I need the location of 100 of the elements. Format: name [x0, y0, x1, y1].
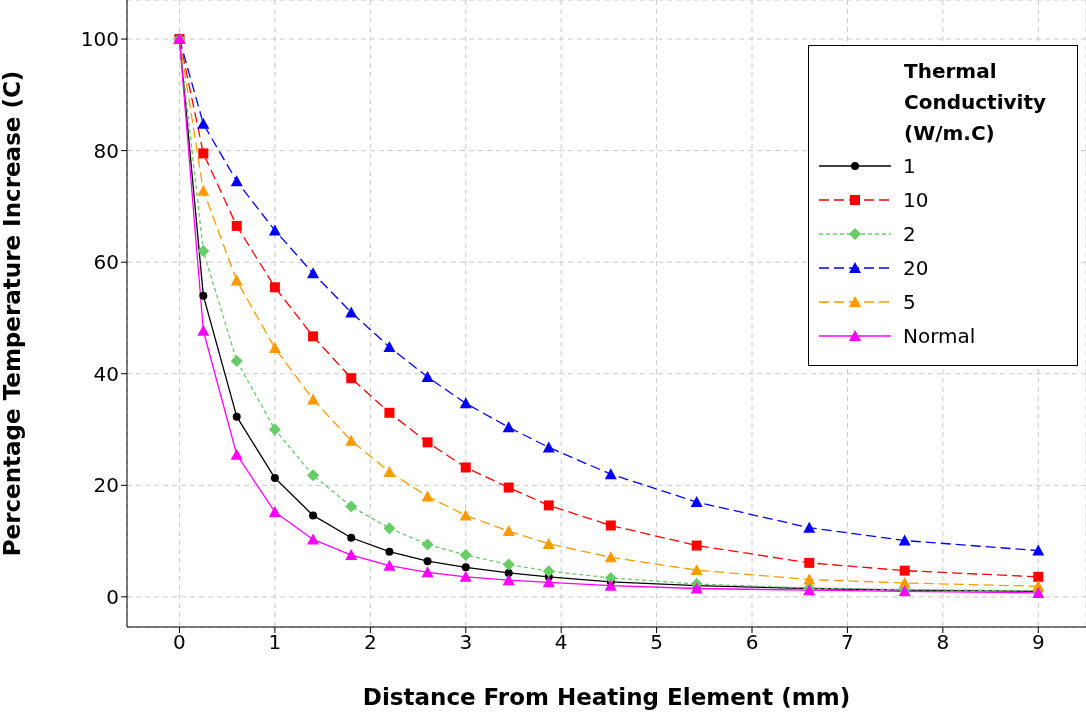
point: [197, 245, 210, 258]
point: [502, 525, 515, 537]
point: [421, 566, 434, 578]
point: [307, 267, 320, 279]
y-tick-label: 80: [93, 138, 119, 163]
point: [543, 500, 554, 511]
x-tick-label: 1: [268, 630, 282, 655]
point: [898, 576, 911, 588]
point: [459, 570, 472, 582]
x-tick-label: 3: [459, 630, 473, 655]
point: [542, 441, 555, 453]
point: [459, 509, 472, 521]
y-tick-label: 0: [106, 584, 119, 609]
point: [309, 511, 318, 520]
point: [197, 184, 210, 196]
point: [197, 324, 210, 336]
point: [269, 282, 280, 293]
point: [460, 462, 471, 473]
point: [307, 533, 320, 545]
legend-label: 5: [903, 290, 916, 314]
legend-label: Normal: [903, 324, 976, 348]
point: [898, 534, 911, 546]
x-tick-label: 5: [650, 630, 663, 655]
point: [199, 291, 208, 300]
point: [421, 371, 434, 383]
point: [197, 117, 210, 129]
point: [803, 573, 816, 585]
point: [346, 373, 357, 384]
point: [347, 533, 356, 542]
point: [459, 397, 472, 409]
x-tick-label: 6: [745, 630, 759, 655]
legend-label: 1: [903, 154, 916, 178]
point: [308, 331, 319, 342]
point: [502, 421, 515, 433]
point: [1033, 571, 1044, 582]
point: [542, 537, 555, 549]
point: [605, 520, 616, 531]
point: [384, 407, 395, 418]
x-tick-label: 0: [173, 630, 186, 655]
point: [230, 274, 243, 286]
point: [383, 522, 396, 535]
point: [899, 565, 910, 576]
point: [604, 571, 617, 584]
legend-label: 2: [903, 222, 916, 246]
point: [345, 549, 358, 561]
point: [503, 482, 514, 493]
point: [542, 576, 555, 588]
x-tick-label: 9: [1031, 630, 1045, 655]
x-tick-label: 4: [554, 630, 568, 655]
point: [270, 474, 279, 483]
point: [690, 496, 703, 508]
point: [232, 412, 241, 421]
point: [459, 549, 472, 562]
point: [383, 465, 396, 477]
point: [307, 393, 320, 405]
legend-label: 10: [903, 188, 929, 212]
point: [423, 557, 432, 566]
point: [690, 582, 703, 594]
point: [803, 521, 816, 533]
point: [345, 306, 358, 318]
point: [422, 437, 433, 448]
point: [502, 574, 515, 586]
point: [268, 506, 281, 518]
point: [542, 565, 555, 578]
point: [230, 175, 243, 187]
point: [604, 468, 617, 480]
x-tick-label: 7: [841, 630, 854, 655]
point: [230, 354, 243, 367]
point: [690, 564, 703, 576]
point: [268, 342, 281, 354]
y-axis-title: Percentage Temperature Increase (C): [0, 70, 26, 557]
point: [604, 579, 617, 591]
x-tick-label: 8: [936, 630, 950, 655]
point: [604, 551, 617, 563]
point: [383, 340, 396, 352]
point: [230, 448, 243, 460]
point: [421, 490, 434, 502]
point: [385, 547, 394, 556]
x-axis-title: Distance From Heating Element (mm): [362, 684, 851, 710]
point: [345, 434, 358, 446]
point: [345, 500, 358, 513]
y-tick-label: 40: [93, 361, 119, 386]
y-tick-label: 100: [80, 27, 119, 52]
point: [421, 538, 434, 551]
point: [268, 224, 281, 236]
y-tick-label: 20: [93, 473, 119, 498]
point: [307, 469, 320, 482]
point: [1032, 544, 1045, 556]
point: [383, 559, 396, 571]
point: [268, 423, 281, 436]
x-tick-label: 2: [363, 630, 377, 655]
legend-label: 20: [903, 256, 929, 280]
point: [231, 220, 242, 231]
point: [198, 148, 209, 159]
point: [461, 563, 470, 572]
point: [502, 558, 515, 571]
y-tick-label: 60: [93, 250, 119, 275]
legend-title: Thermal Conductivity (W/m.C): [904, 58, 1046, 147]
point: [804, 557, 815, 568]
point: [691, 540, 702, 551]
